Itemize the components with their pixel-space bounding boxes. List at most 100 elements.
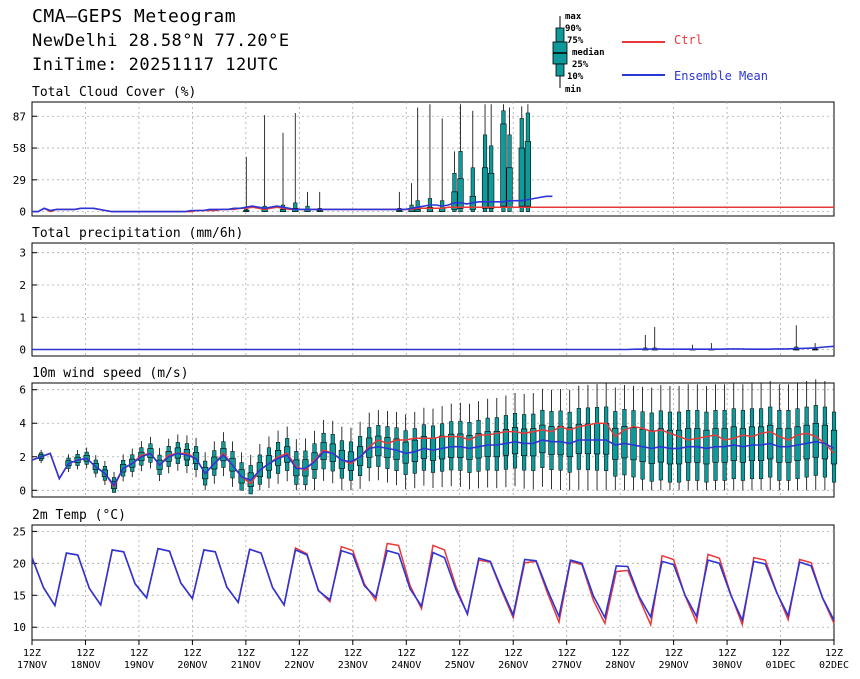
- x-tick-date-label: 23NOV: [338, 660, 368, 671]
- mean-series-line: [31, 547, 835, 623]
- box-inner: [694, 428, 701, 463]
- x-tick-hour-label: 12Z: [718, 648, 736, 659]
- box-inner: [657, 428, 664, 463]
- x-tick-date-label: 02DEC: [819, 660, 849, 671]
- box-inner: [518, 147, 525, 207]
- y-tick-label: 58: [13, 142, 26, 155]
- box-inner: [557, 426, 564, 456]
- mean-series-line: [32, 195, 553, 213]
- x-tick-date-label: 01DEC: [765, 660, 795, 671]
- legend-p90-label: 90%: [565, 24, 582, 34]
- box-inner: [316, 210, 323, 212]
- box-inner: [730, 426, 737, 461]
- box-inner: [712, 428, 719, 463]
- x-tick-date-label: 29NOV: [659, 660, 689, 671]
- x-tick-date-label: 24NOV: [391, 660, 421, 671]
- y-tick-label: 4: [19, 417, 26, 430]
- x-tick-hour-label: 12Z: [344, 648, 362, 659]
- x-tick-date-label: 17NOV: [17, 660, 47, 671]
- x-tick-date-label: 21NOV: [231, 660, 261, 671]
- box-inner: [721, 428, 728, 463]
- x-tick-hour-label: 12Z: [504, 648, 522, 659]
- box-inner: [279, 209, 287, 212]
- x-tick-hour-label: 12Z: [825, 648, 843, 659]
- box-inner: [648, 430, 655, 464]
- legend-ctrl-label: Ctrl: [674, 33, 703, 47]
- box-inner: [803, 424, 810, 460]
- panel-title-precip: Total precipitation (mm/6h): [32, 226, 244, 241]
- y-tick-label: 15: [13, 589, 26, 602]
- box-inner: [575, 423, 582, 454]
- box-inner: [794, 426, 801, 461]
- box-inner: [451, 191, 458, 210]
- panel-frame: [31, 524, 835, 641]
- box-inner: [414, 209, 421, 212]
- panel-title-temp: 2m Temp (°C): [32, 508, 126, 523]
- mean-series-line: [31, 439, 835, 487]
- init-time-label: IniTime: 20251117 12UTC: [32, 55, 279, 75]
- box-inner: [703, 429, 710, 465]
- x-tick-date-label: 20NOV: [177, 660, 207, 671]
- box-inner: [603, 423, 610, 455]
- box-inner: [457, 178, 464, 209]
- box-inner: [748, 426, 756, 461]
- box-inner: [767, 424, 774, 460]
- box-inner: [584, 423, 592, 455]
- legend-box-lower: [555, 63, 565, 77]
- y-tick-label: 10: [13, 621, 26, 634]
- x-tick-hour-label: 12Z: [76, 648, 94, 659]
- chart-title: CMA—GEPS Meteogram: [32, 6, 237, 27]
- box-inner: [785, 428, 792, 463]
- x-tick-date-label: 27NOV: [552, 660, 582, 671]
- box-inner: [639, 428, 646, 462]
- x-tick-date-label: 28NOV: [605, 660, 635, 671]
- box-inner: [666, 429, 674, 465]
- legend-q25-label: 25%: [572, 60, 589, 70]
- x-tick-hour-label: 12Z: [237, 648, 255, 659]
- x-tick-hour-label: 12Z: [611, 648, 629, 659]
- x-tick-hour-label: 12Z: [130, 648, 148, 659]
- y-tick-label: 2: [19, 279, 26, 292]
- x-tick-hour-label: 12Z: [558, 648, 576, 659]
- y-tick-label: 6: [19, 384, 26, 397]
- box-inner: [488, 172, 495, 209]
- x-tick-hour-label: 12Z: [397, 648, 415, 659]
- legend-p10-label: 10%: [567, 72, 584, 82]
- x-tick-hour-label: 12Z: [665, 648, 683, 659]
- box-inner: [793, 349, 800, 351]
- box-inner: [481, 167, 489, 209]
- box-inner: [500, 123, 507, 207]
- panel-title-wind: 10m wind speed (m/s): [32, 366, 189, 381]
- legend-mean-label: Ensemble Mean: [674, 69, 768, 83]
- x-tick-hour-label: 12Z: [290, 648, 308, 659]
- box-inner: [243, 210, 250, 212]
- y-tick-label: 0: [19, 206, 26, 219]
- y-tick-label: 3: [19, 247, 26, 260]
- x-tick-date-label: 25NOV: [445, 660, 475, 671]
- box-inner: [757, 426, 765, 461]
- x-tick-date-label: 18NOV: [70, 660, 100, 671]
- legend-box-upper: [555, 27, 565, 43]
- ctrl-series-line: [31, 422, 835, 489]
- x-tick-hour-label: 12Z: [23, 648, 41, 659]
- y-tick-label: 87: [13, 110, 26, 123]
- box-inner: [484, 431, 491, 457]
- panel-frame: [31, 101, 835, 217]
- y-tick-label: 1: [19, 311, 26, 324]
- box-inner: [420, 436, 427, 459]
- y-tick-label: 0: [19, 344, 26, 357]
- legend-median-label: median: [572, 48, 605, 58]
- x-tick-date-label: 22NOV: [284, 660, 314, 671]
- box-inner: [448, 433, 455, 458]
- x-tick-date-label: 19NOV: [124, 660, 154, 671]
- panel-title-cloud: Total Cloud Cover (%): [32, 85, 197, 100]
- box-inner: [685, 428, 692, 463]
- box-inner: [593, 423, 601, 455]
- box-outer: [470, 167, 475, 212]
- box-inner: [511, 427, 519, 455]
- box-inner: [524, 141, 531, 207]
- box-inner: [621, 426, 628, 459]
- y-tick-label: 2: [19, 451, 26, 464]
- panel-frame: [31, 242, 835, 357]
